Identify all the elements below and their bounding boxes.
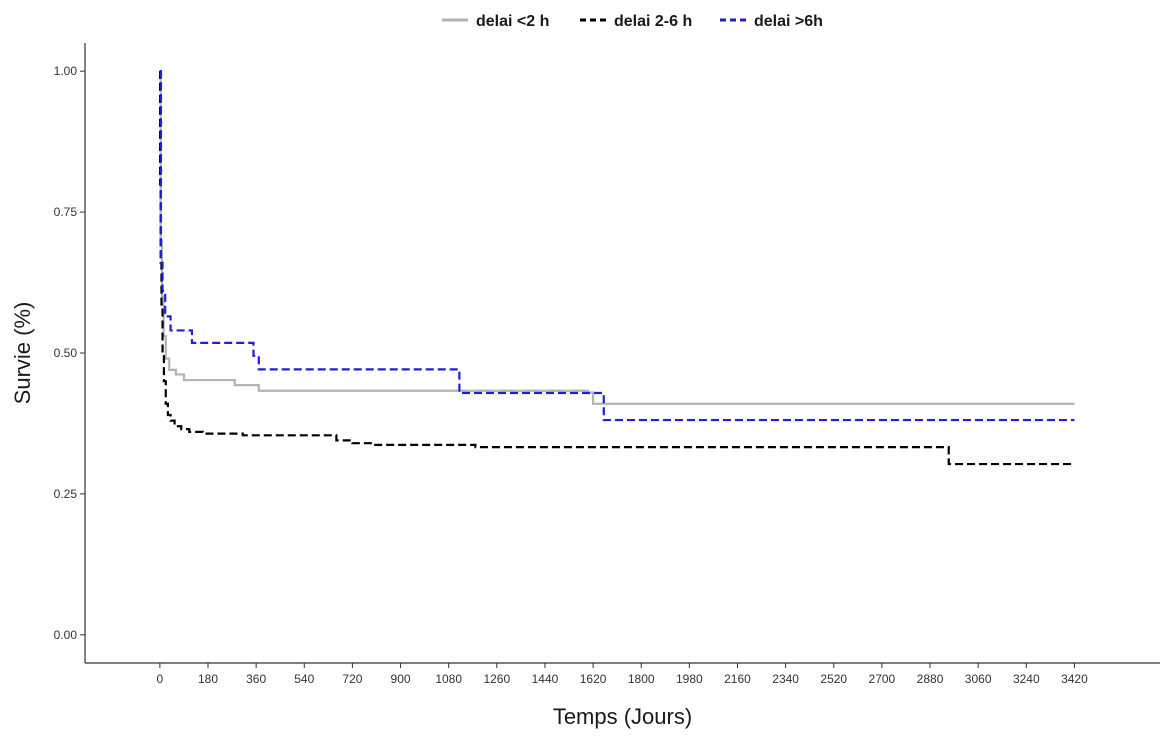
x-tick-label: 3060: [965, 672, 992, 686]
x-tick-label: 2160: [724, 672, 751, 686]
y-tick-label: 0.75: [54, 205, 78, 219]
x-tick-label: 540: [294, 672, 314, 686]
series-line-2: [159, 70, 1075, 466]
x-tick-label: 720: [342, 672, 362, 686]
y-axis-title: Survie (%): [10, 302, 35, 405]
y-axis-ticks: 0.00 0.25 0.50 0.75 1.00: [54, 64, 85, 642]
x-tick-label: 2880: [917, 672, 944, 686]
x-tick-label: 2520: [820, 672, 847, 686]
legend-label-3: delai >6h: [754, 13, 823, 30]
y-tick-label: 0.00: [54, 628, 78, 642]
x-tick-label: 1260: [483, 672, 510, 686]
x-tick-label: 3420: [1061, 672, 1088, 686]
legend-label-2: delai 2-6 h: [614, 13, 692, 30]
x-tick-label: 1080: [435, 672, 462, 686]
x-tick-label: 1980: [676, 672, 703, 686]
plot-lines: [159, 70, 1075, 466]
x-tick-label: 1620: [580, 672, 607, 686]
x-tick-label: 900: [391, 672, 411, 686]
x-axis-ticks: 0 180 360 540 720 900 1080 1260 1440 1620 1800 1980…: [157, 663, 1088, 686]
x-tick-label: 2340: [772, 672, 799, 686]
legend: delai <2 h delai 2-6 h delai >6h: [442, 13, 823, 30]
x-tick-label: 1800: [628, 672, 655, 686]
series-line-3: [159, 70, 1075, 422]
axes: [84, 43, 1160, 664]
x-tick-label: 180: [198, 672, 218, 686]
x-tick-label: 360: [246, 672, 266, 686]
x-tick-label: 3240: [1013, 672, 1040, 686]
legend-label-1: delai <2 h: [476, 13, 549, 30]
y-tick-label: 0.50: [54, 346, 78, 360]
series-line-1: [159, 70, 1075, 405]
x-tick-label: 1440: [532, 672, 559, 686]
y-tick-label: 1.00: [54, 64, 78, 78]
y-tick-label: 0.25: [54, 487, 78, 501]
x-tick-label: 2700: [869, 672, 896, 686]
x-axis-title: Temps (Jours): [553, 704, 692, 729]
x-tick-label: 0: [157, 672, 164, 686]
